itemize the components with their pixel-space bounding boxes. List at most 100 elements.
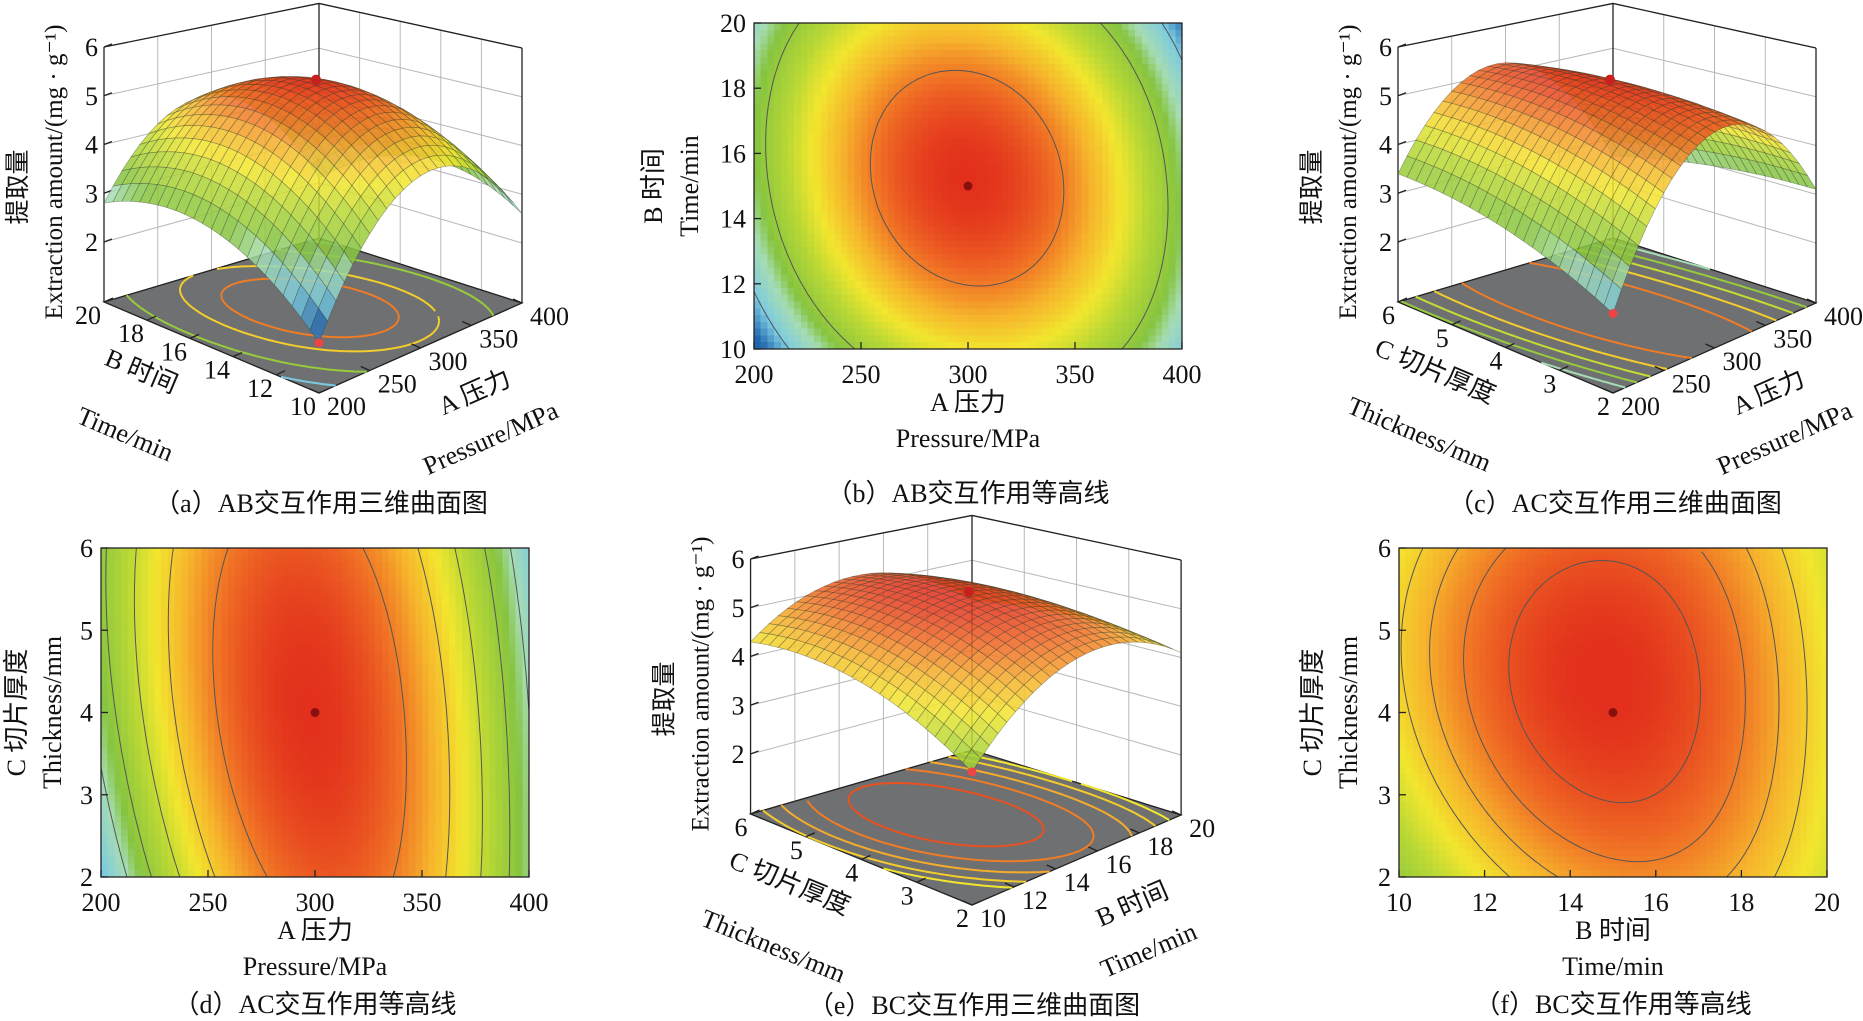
heat-cell	[1155, 301, 1163, 309]
heat-cell	[947, 138, 956, 146]
heat-cell	[1108, 294, 1116, 303]
heat-cell	[1115, 172, 1123, 180]
heat-cell	[161, 616, 169, 624]
heat-cell	[181, 602, 189, 611]
heat-cell	[814, 335, 822, 343]
heat-cell	[927, 226, 936, 235]
heat-cell	[968, 165, 976, 174]
heat-cell	[134, 733, 142, 741]
heat-cell	[754, 213, 762, 221]
heat-cell	[1075, 131, 1083, 140]
heat-cell	[147, 691, 156, 700]
heat-cell	[907, 158, 916, 167]
heat-cell	[827, 226, 835, 235]
heat-cell	[834, 281, 842, 289]
heat-cell	[1121, 43, 1130, 51]
heat-cell	[1061, 287, 1069, 296]
heat-cell	[1034, 172, 1043, 180]
heat-cell	[807, 84, 815, 92]
heat-cell	[161, 595, 169, 604]
heat-cell	[854, 138, 862, 146]
heat-cell	[820, 152, 829, 160]
heat-cell	[814, 260, 822, 269]
heat-cell	[1168, 335, 1176, 343]
heat-cell	[1048, 321, 1056, 330]
heat-cell	[754, 186, 762, 194]
heat-cell	[974, 23, 982, 31]
heat-cell	[1008, 206, 1016, 214]
heat-cell	[134, 726, 142, 734]
heat-cell	[754, 90, 762, 99]
heat-cell	[767, 253, 775, 262]
heat-cell	[787, 233, 795, 241]
heat-cell	[1108, 308, 1116, 316]
heat-cell	[1081, 77, 1089, 85]
heat-cell	[827, 152, 835, 160]
heat-cell	[947, 158, 956, 167]
heat-cell	[800, 179, 809, 187]
heat-cell	[1141, 226, 1150, 235]
y-tick-label: 14	[204, 356, 230, 385]
heat-cell	[974, 213, 982, 221]
heat-cell	[141, 623, 149, 631]
heat-cell	[1115, 233, 1123, 241]
heat-cell	[1135, 253, 1143, 262]
heat-cell	[981, 84, 989, 92]
heat-cell	[988, 253, 996, 262]
heat-cell	[861, 247, 869, 255]
heat-cell	[974, 131, 982, 140]
heat-cell	[961, 138, 969, 146]
heat-cell	[121, 650, 129, 659]
heat-cell	[881, 287, 889, 296]
heat-cell	[1068, 281, 1076, 289]
heat-cell	[934, 294, 942, 303]
heat-cell	[107, 739, 115, 748]
heat-cell	[107, 774, 115, 782]
heat-cell	[1121, 260, 1130, 269]
heat-cell	[1115, 267, 1123, 275]
heat-cell	[947, 152, 956, 160]
surface-patch	[210, 85, 229, 93]
heat-cell	[800, 104, 809, 112]
heat-cell	[961, 328, 969, 337]
heat-cell	[934, 233, 942, 241]
heat-cell	[1108, 186, 1116, 194]
heat-cell	[974, 124, 982, 133]
heat-cell	[147, 623, 156, 631]
heat-cell	[894, 219, 902, 228]
heat-cell	[847, 192, 855, 201]
heat-cell	[114, 678, 122, 686]
heat-cell	[760, 281, 768, 289]
heat-cell	[1155, 23, 1163, 31]
heat-cell	[1161, 111, 1170, 119]
heat-cell	[780, 90, 789, 99]
heat-cell	[174, 781, 182, 789]
heat-cell	[780, 301, 789, 309]
heat-cell	[1001, 335, 1009, 343]
heat-cell	[107, 787, 115, 796]
heat-cell	[154, 671, 162, 679]
heat-cell	[934, 315, 942, 323]
heat-cell	[780, 158, 789, 167]
heat-cell	[794, 260, 802, 269]
heat-cell	[800, 186, 809, 194]
heat-cell	[147, 678, 156, 686]
heat-cell	[820, 131, 829, 140]
heat-cell	[760, 260, 768, 269]
heat-cell	[874, 63, 882, 72]
heat-cell	[780, 328, 789, 337]
heat-cell	[1028, 253, 1036, 262]
heat-cell	[141, 698, 149, 707]
heat-cell	[127, 657, 136, 666]
heat-cell	[988, 152, 996, 160]
heat-cell	[954, 335, 962, 343]
heat-cell	[1034, 124, 1043, 133]
heat-cell	[800, 77, 809, 85]
x-tick-label: 200	[327, 392, 366, 421]
heat-cell	[861, 308, 869, 316]
heat-cell	[1115, 335, 1123, 343]
heat-cell	[874, 172, 882, 180]
heat-cell	[800, 301, 809, 309]
heat-cell	[814, 186, 822, 194]
heat-cell	[141, 548, 149, 556]
